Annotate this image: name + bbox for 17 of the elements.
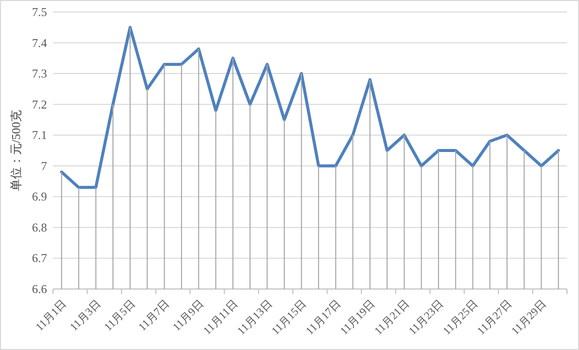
x-tick-label: 11月5日 bbox=[102, 298, 138, 334]
x-tick-label: 11月29日 bbox=[510, 298, 549, 338]
x-tick-label: 11月3日 bbox=[68, 298, 104, 334]
y-tick-label: 6.6 bbox=[32, 282, 47, 296]
y-tick-label: 7.2 bbox=[32, 97, 47, 112]
y-tick-label: 7.4 bbox=[32, 36, 47, 50]
y-tick-label: 7.3 bbox=[32, 66, 47, 81]
y-tick-label: 7 bbox=[41, 158, 47, 173]
x-tick-label: 11月1日 bbox=[34, 298, 70, 334]
y-axis-title: 单位：元/500克 bbox=[9, 110, 23, 192]
y-tick-label: 7.1 bbox=[32, 128, 47, 142]
y-tick-label: 6.8 bbox=[32, 220, 47, 234]
y-tick-label: 6.9 bbox=[32, 190, 47, 204]
line-series bbox=[60, 26, 560, 189]
y-tick-label: 6.7 bbox=[32, 251, 47, 266]
x-tick-label: 11月7日 bbox=[136, 298, 172, 334]
y-tick-label: 7.5 bbox=[32, 5, 47, 19]
